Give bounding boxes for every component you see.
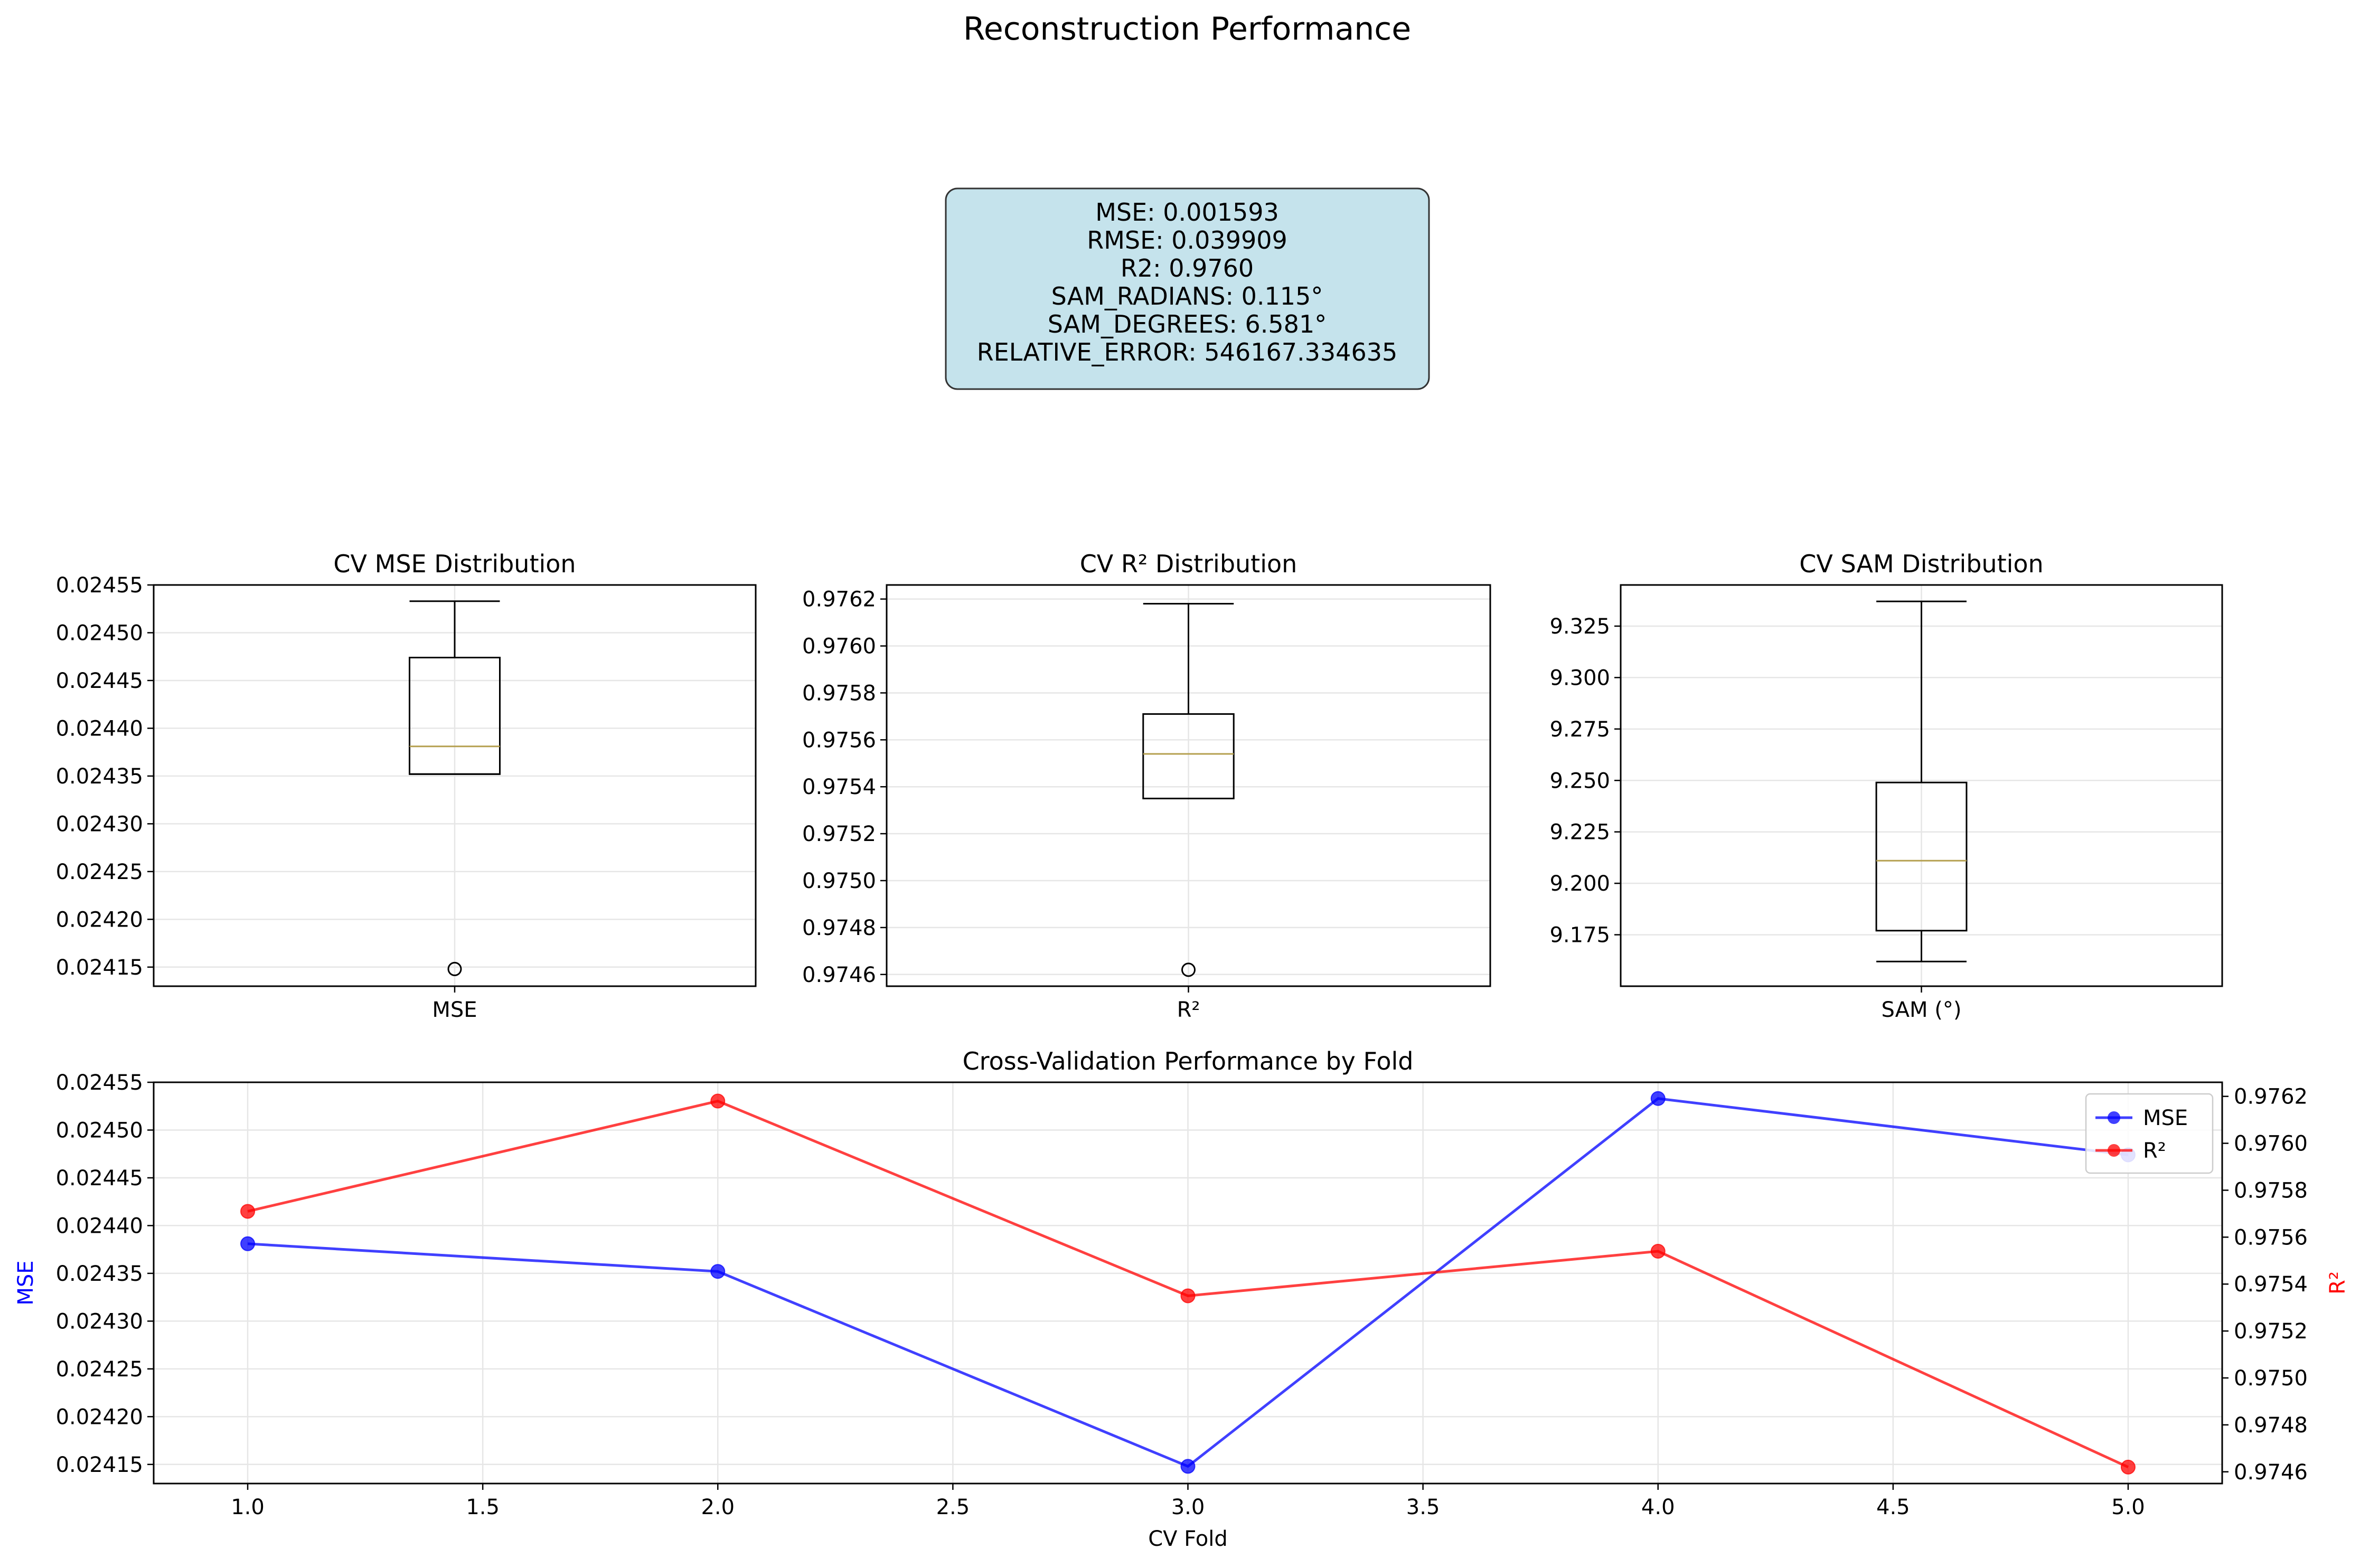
metrics-line-rmse: RMSE: 0.039909 [1087,226,1287,254]
y-tick-label: 9.200 [1549,872,1610,896]
legend-label-r2: R² [2143,1139,2166,1163]
legend-label-mse: MSE [2143,1106,2188,1130]
legend-marker-r2 [2108,1144,2120,1157]
y-tick-label-right: 0.9760 [2234,1132,2308,1156]
metrics-line-sam-radians: SAM_RADIANS: 0.115° [1051,282,1323,310]
y-tick-label: 0.9750 [802,869,876,893]
series-point-r2 [1180,1288,1196,1303]
series-point-mse [1650,1091,1666,1106]
panel-title: CV SAM Distribution [1799,550,2043,578]
y-tick-label-right: 0.9750 [2234,1366,2308,1391]
y-tick-label: 0.9752 [802,822,876,846]
y-tick-label-right: 0.9756 [2234,1225,2308,1250]
y-tick-label: 0.02455 [56,573,143,598]
series-point-r2 [2120,1459,2136,1475]
y-tick-label: 9.300 [1549,666,1610,690]
y-tick-label-right: 0.9762 [2234,1085,2308,1109]
series-point-r2 [1650,1244,1666,1259]
metrics-box-background [945,187,1430,390]
legend: MSE R² [2085,1093,2214,1174]
y-tick-label-left: 0.02425 [56,1357,143,1382]
y-tick-label: 0.9746 [802,963,876,987]
y-tick-label: 9.325 [1549,615,1610,639]
y-tick-label: 0.9760 [802,635,876,659]
x-tick-label: 1.5 [466,1495,500,1519]
y-tick-label-right: 0.9752 [2234,1319,2308,1344]
mse-boxplot-panel: CV MSE Distribution 0.02415 0.02420 0.02425… [56,550,757,1022]
axes-frame [153,1081,2223,1485]
y-tick-label-left: 0.02440 [56,1214,143,1238]
y-tick-label-left: 0.02420 [56,1405,143,1429]
y-tick-label: 0.02430 [56,812,143,836]
x-tick-label: 4.0 [1641,1495,1675,1519]
sam-boxplot-panel: CV SAM Distribution 9.175 9.200 9.225 9.250 9… [1549,550,2223,1022]
y-tick-label: 9.250 [1549,769,1610,793]
figure-title: Reconstruction Performance [963,11,1411,48]
axes-frame [1620,584,2223,987]
series-point-r2 [710,1093,726,1109]
x-tick-label: 1.0 [231,1495,265,1519]
y-tick-label-left: 0.02435 [56,1262,143,1286]
y-tick-label: 0.9748 [802,916,876,940]
r2-boxplot-panel: CV R² Distribution 0.9746 0.9748 0.9750 0.97… [802,550,1491,1022]
y-tick-label: 0.02420 [56,908,143,932]
y-tick-label: 0.02435 [56,764,143,789]
y-tick-label-right: 0.9748 [2234,1413,2308,1438]
x-tick-label: 4.5 [1876,1495,1910,1519]
y-tick-label-right: 0.9746 [2234,1460,2308,1485]
x-tick-label: 2.5 [936,1495,970,1519]
y-tick-label-right: 0.9754 [2234,1272,2308,1297]
y-axis-label-left: MSE [14,1260,38,1305]
outlier-point [447,961,462,976]
y-tick-label: 0.9754 [802,775,876,799]
y-axis-label-right: R² [2326,1271,2350,1295]
y-tick-label-left: 0.02430 [56,1309,143,1334]
metrics-line-mse: MSE: 0.001593 [1095,198,1279,226]
y-tick-label: 0.9758 [802,681,876,705]
box-iqr [1875,781,1968,932]
x-axis-label: CV Fold [1148,1527,1228,1551]
axes-frame [886,584,1491,987]
y-tick-label: 0.02450 [56,621,143,645]
y-tick-label: 9.225 [1549,820,1610,845]
panel-title: CV MSE Distribution [333,550,576,578]
metrics-line-r2: R2: 0.9760 [1121,254,1254,282]
metrics-line-sam-degrees: SAM_DEGREES: 6.581° [1048,310,1327,338]
x-tick-label: 3.0 [1171,1495,1205,1519]
x-tick-label: 2.0 [701,1495,735,1519]
x-category-label: R² [1177,998,1200,1022]
box-iqr [1142,713,1235,799]
outlier-point [1181,962,1196,977]
y-tick-label: 0.02445 [56,669,143,693]
axes-frame [153,584,757,987]
y-tick-label-right: 0.9758 [2234,1178,2308,1203]
legend-marker-mse [2108,1111,2120,1124]
y-tick-label: 0.9762 [802,588,876,612]
y-tick-label: 9.175 [1549,923,1610,948]
y-tick-label-left: 0.02415 [56,1453,143,1477]
box-iqr [409,657,501,775]
y-tick-label: 9.275 [1549,717,1610,742]
x-category-label: MSE [432,998,477,1022]
series-point-mse [710,1264,726,1279]
panel-title: CV R² Distribution [1080,550,1297,578]
y-tick-label-left: 0.02450 [56,1118,143,1142]
series-point-mse [1180,1459,1196,1474]
series-point-r2 [240,1204,256,1219]
x-tick-label: 3.5 [1406,1495,1440,1519]
series-point-mse [240,1236,256,1251]
panel-title: Cross-Validation Performance by Fold [963,1047,1414,1075]
y-tick-label: 0.02415 [56,956,143,980]
fold-line-panel: Cross-Validation Performance by Fold 0.02… [14,1047,2350,1551]
x-category-label: SAM (°) [1882,998,1962,1022]
y-tick-label-left: 0.02445 [56,1166,143,1191]
y-tick-label-left: 0.02455 [56,1071,143,1095]
y-tick-label: 0.9756 [802,728,876,752]
y-tick-label: 0.02440 [56,716,143,741]
y-tick-label: 0.02425 [56,860,143,884]
x-tick-label: 5.0 [2111,1495,2145,1519]
metrics-box: MSE: 0.001593 RMSE: 0.039909 R2: 0.9760 … [945,187,1430,390]
metrics-line-relative-error: RELATIVE_ERROR: 546167.334635 [977,338,1398,366]
